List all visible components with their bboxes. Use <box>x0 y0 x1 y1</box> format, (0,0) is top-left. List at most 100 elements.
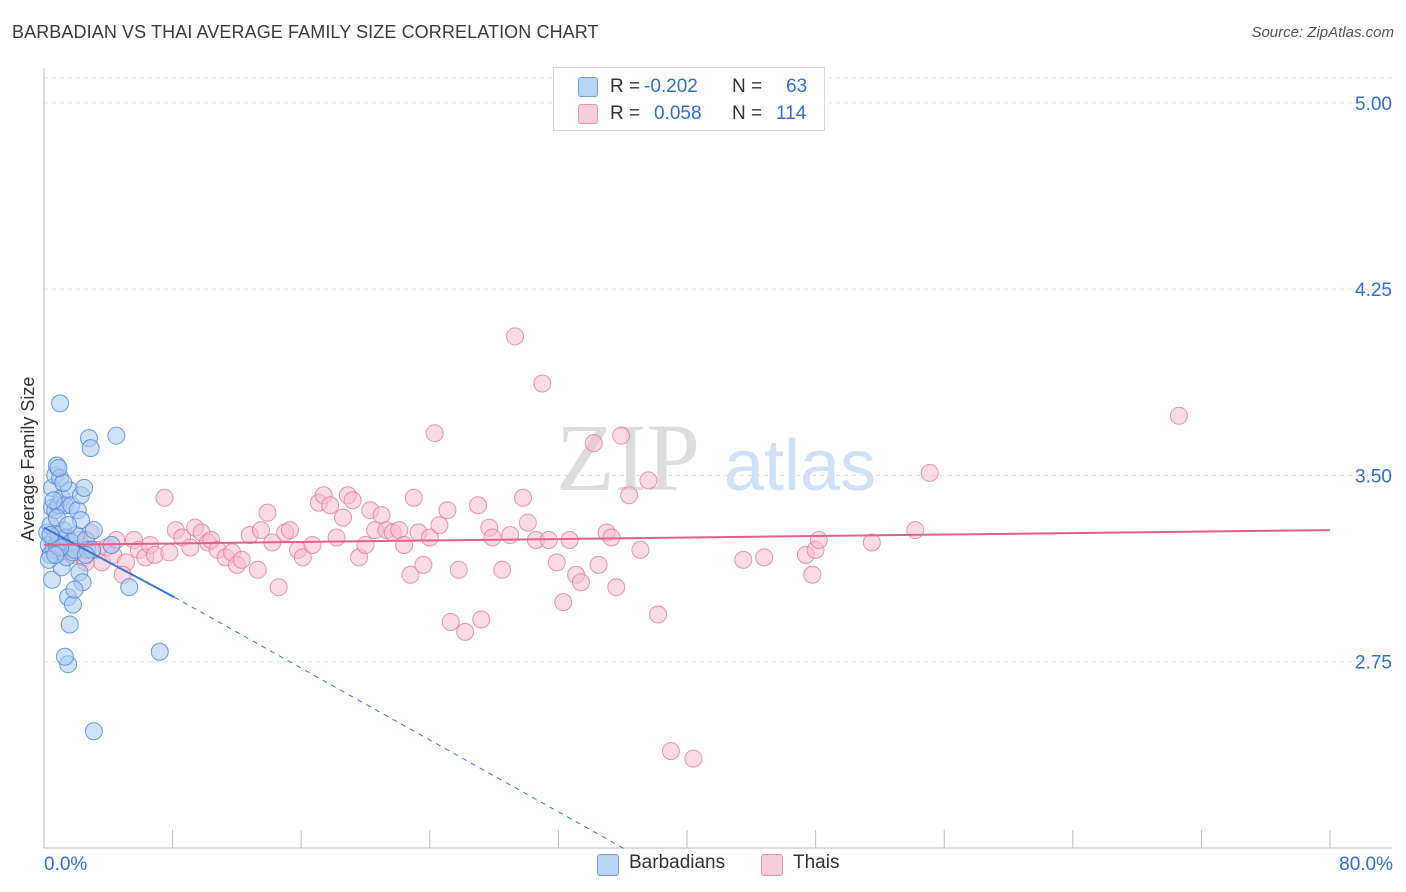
thai-point <box>501 526 520 545</box>
thai-point <box>395 535 414 554</box>
thai-point <box>269 578 288 597</box>
correlation-legend: R = -0.202 N = 63 R = 0.058 N = 114 <box>553 67 825 131</box>
thai-point <box>554 593 573 612</box>
y-tick-label: 5.00 <box>1355 94 1392 115</box>
thai-point <box>356 535 375 554</box>
thai-point <box>505 327 524 346</box>
legend-r-label: R = <box>610 103 641 124</box>
barbadian-point <box>54 473 73 492</box>
thai-point <box>404 488 423 507</box>
legend-n-value: 114 <box>776 103 807 124</box>
thai-point <box>449 560 468 579</box>
thai-point <box>755 548 774 567</box>
thai-point <box>906 521 925 540</box>
thai-point <box>547 553 566 572</box>
thai-point <box>620 486 639 505</box>
thai-point <box>533 374 552 393</box>
thai-point <box>414 555 433 574</box>
y-tick-label: 4.25 <box>1355 280 1392 301</box>
thai-point <box>293 548 312 567</box>
thai-point <box>803 565 822 584</box>
thai-point <box>518 513 537 532</box>
thai-trend-line <box>43 529 1331 546</box>
barbadian-point <box>84 722 103 741</box>
thai-point <box>248 560 267 579</box>
thai-point <box>425 424 444 443</box>
grid-lines <box>44 77 1392 663</box>
barbadian-point <box>51 394 70 413</box>
thai-point <box>920 463 939 482</box>
y-tick-label: 2.75 <box>1355 653 1392 674</box>
thai-point <box>303 535 322 554</box>
thai-point <box>333 508 352 527</box>
barbadian-point <box>107 426 126 445</box>
thai-point <box>809 531 828 549</box>
barbadian-point <box>81 439 100 458</box>
thai-point <box>560 531 579 549</box>
thai-point <box>589 555 608 574</box>
tick-labels: 2.75 3.50 4.25 5.00 0.0% 80.0% Average Family … <box>18 94 1393 875</box>
thai-point <box>441 612 460 631</box>
thai-point <box>734 550 753 569</box>
bottom-legend-swatch-thais <box>761 854 783 876</box>
trend-lines <box>43 526 1331 851</box>
barbadian-point <box>59 516 78 535</box>
barbadian-point <box>60 615 79 634</box>
thai-point <box>493 560 512 579</box>
thai-point <box>280 521 299 540</box>
barbadian-trend-extension <box>173 596 628 851</box>
x-tick-label: 0.0% <box>44 854 87 875</box>
barbadian-point <box>75 478 94 497</box>
thai-point <box>612 426 631 445</box>
barbadian-point <box>46 545 65 564</box>
thai-point <box>252 521 271 540</box>
watermark-atlas: atlas <box>724 426 876 506</box>
chart-title: BARBADIAN VS THAI AVERAGE FAMILY SIZE CO… <box>12 22 599 42</box>
barbadian-point <box>65 580 84 599</box>
thai-point <box>469 496 488 515</box>
thai-point <box>420 528 439 547</box>
thai-point <box>258 503 277 522</box>
bottom-legend-label-thais: Thais <box>793 852 840 873</box>
thai-point <box>1169 406 1188 425</box>
thai-point <box>390 521 409 540</box>
thai-point <box>456 622 475 641</box>
thai-point <box>862 533 881 552</box>
thai-point <box>649 605 668 624</box>
barbadian-point <box>43 570 62 589</box>
legend-n-value: 63 <box>786 76 808 97</box>
y-tick-label: 3.50 <box>1355 466 1392 487</box>
barbadian-point <box>84 521 103 540</box>
thai-point <box>343 491 362 510</box>
thai-point <box>438 501 457 520</box>
legend-r-label: R = <box>610 76 641 97</box>
barbadian-point <box>63 595 82 614</box>
thai-point <box>607 578 626 597</box>
legend-n-label: N = <box>732 103 763 124</box>
data-points <box>38 327 1188 768</box>
watermark: ZIP atlas <box>556 404 876 511</box>
legend-n-label: N = <box>732 76 763 97</box>
barbadian-point <box>44 491 63 510</box>
x-tick-label: 80.0% <box>1339 854 1393 875</box>
legend-swatch-thais <box>578 104 598 124</box>
barbadian-point <box>55 647 74 666</box>
bottom-legend-swatch-barbadians <box>597 854 619 876</box>
thai-point <box>327 528 346 547</box>
thai-point <box>181 538 200 557</box>
thai-point <box>232 550 251 569</box>
legend-r-value: 0.058 <box>654 103 702 124</box>
source-label: Source: ZipAtlas.com <box>1251 24 1394 41</box>
axes <box>43 68 1392 849</box>
thai-point <box>401 565 420 584</box>
barbadian-point <box>120 578 139 597</box>
legend-r-value: -0.202 <box>644 76 698 97</box>
thai-point <box>514 488 533 507</box>
thai-point <box>160 543 179 562</box>
thai-point <box>321 496 340 515</box>
thai-point <box>430 516 449 535</box>
barbadian-point <box>150 642 169 661</box>
y-axis-label: Average Family Size <box>18 377 38 542</box>
bottom-legend-label-barbadians: Barbadians <box>629 852 726 873</box>
